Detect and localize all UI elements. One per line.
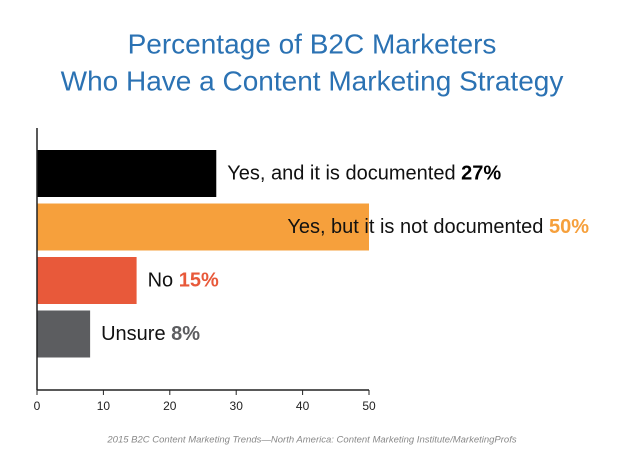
bar-label: No 15% bbox=[148, 270, 219, 292]
x-tick-label: 40 bbox=[296, 399, 310, 413]
category-label: Unsure bbox=[101, 323, 165, 345]
bar bbox=[37, 150, 217, 197]
value-label: 8% bbox=[171, 323, 200, 345]
bar bbox=[37, 257, 137, 304]
x-tick-label: 50 bbox=[362, 399, 376, 413]
value-label: 27% bbox=[461, 163, 501, 185]
bar bbox=[37, 310, 91, 358]
bar-label: Unsure 8% bbox=[101, 323, 200, 345]
category-label: Yes, but it is not documented bbox=[287, 216, 543, 238]
value-label: 50% bbox=[549, 216, 589, 238]
chart-title: Percentage of B2C Marketers bbox=[128, 28, 497, 59]
x-tick-label: 20 bbox=[163, 399, 177, 413]
category-label: Yes, and it is documented bbox=[227, 163, 455, 185]
x-tick-label: 30 bbox=[230, 399, 244, 413]
value-label: 15% bbox=[179, 270, 219, 292]
bar bbox=[37, 203, 369, 251]
chart-title: Who Have a Content Marketing Strategy bbox=[61, 65, 564, 96]
bar-label: Yes, and it is documented 27% bbox=[227, 163, 501, 185]
bar-label: Yes, but it is not documented 50% bbox=[287, 216, 589, 238]
x-tick-label: 0 bbox=[34, 399, 41, 413]
source-note: 2015 B2C Content Marketing Trends—North … bbox=[106, 435, 516, 446]
x-tick-label: 10 bbox=[97, 399, 111, 413]
category-label: No bbox=[148, 270, 174, 292]
